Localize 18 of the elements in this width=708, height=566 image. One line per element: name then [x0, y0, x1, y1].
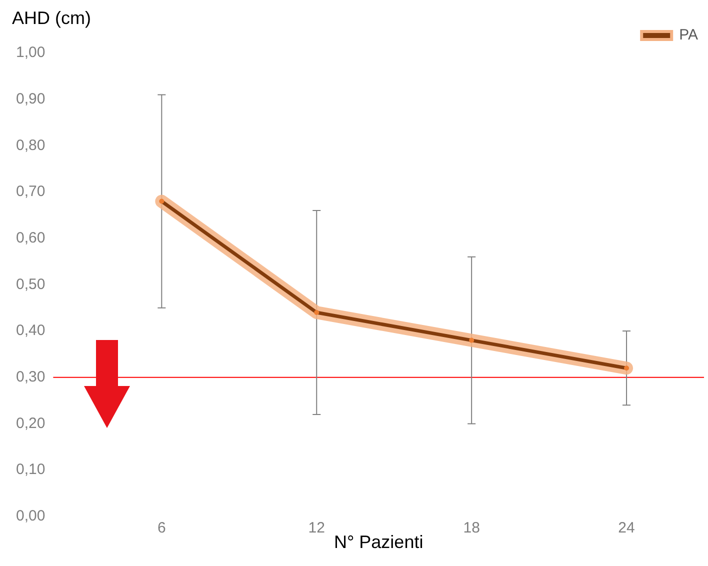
y-tick-label: 0,90: [16, 90, 46, 108]
y-tick-label: 0,60: [16, 230, 46, 246]
y-axis-title: AHD (cm): [12, 8, 91, 28]
x-tick-label: 24: [618, 520, 635, 537]
y-tick-label: 0,20: [16, 414, 46, 432]
legend-label: PA: [679, 26, 698, 44]
x-axis-title: N° Pazienti: [334, 532, 424, 552]
y-tick-label: 0,10: [16, 461, 46, 478]
y-tick-label: 0,70: [16, 183, 46, 200]
y-tick-label: 0,50: [16, 276, 46, 293]
y-tick-label: 0,80: [16, 136, 46, 154]
y-tick-label: 1,00: [16, 44, 46, 62]
x-tick-label: 12: [308, 520, 325, 537]
x-tick-label: 6: [157, 520, 166, 537]
y-tick-label: 0,30: [16, 368, 46, 386]
y-tick-label: 0,40: [16, 322, 46, 340]
y-tick-label: 0,00: [16, 508, 46, 525]
x-tick-label: 18: [463, 520, 480, 537]
